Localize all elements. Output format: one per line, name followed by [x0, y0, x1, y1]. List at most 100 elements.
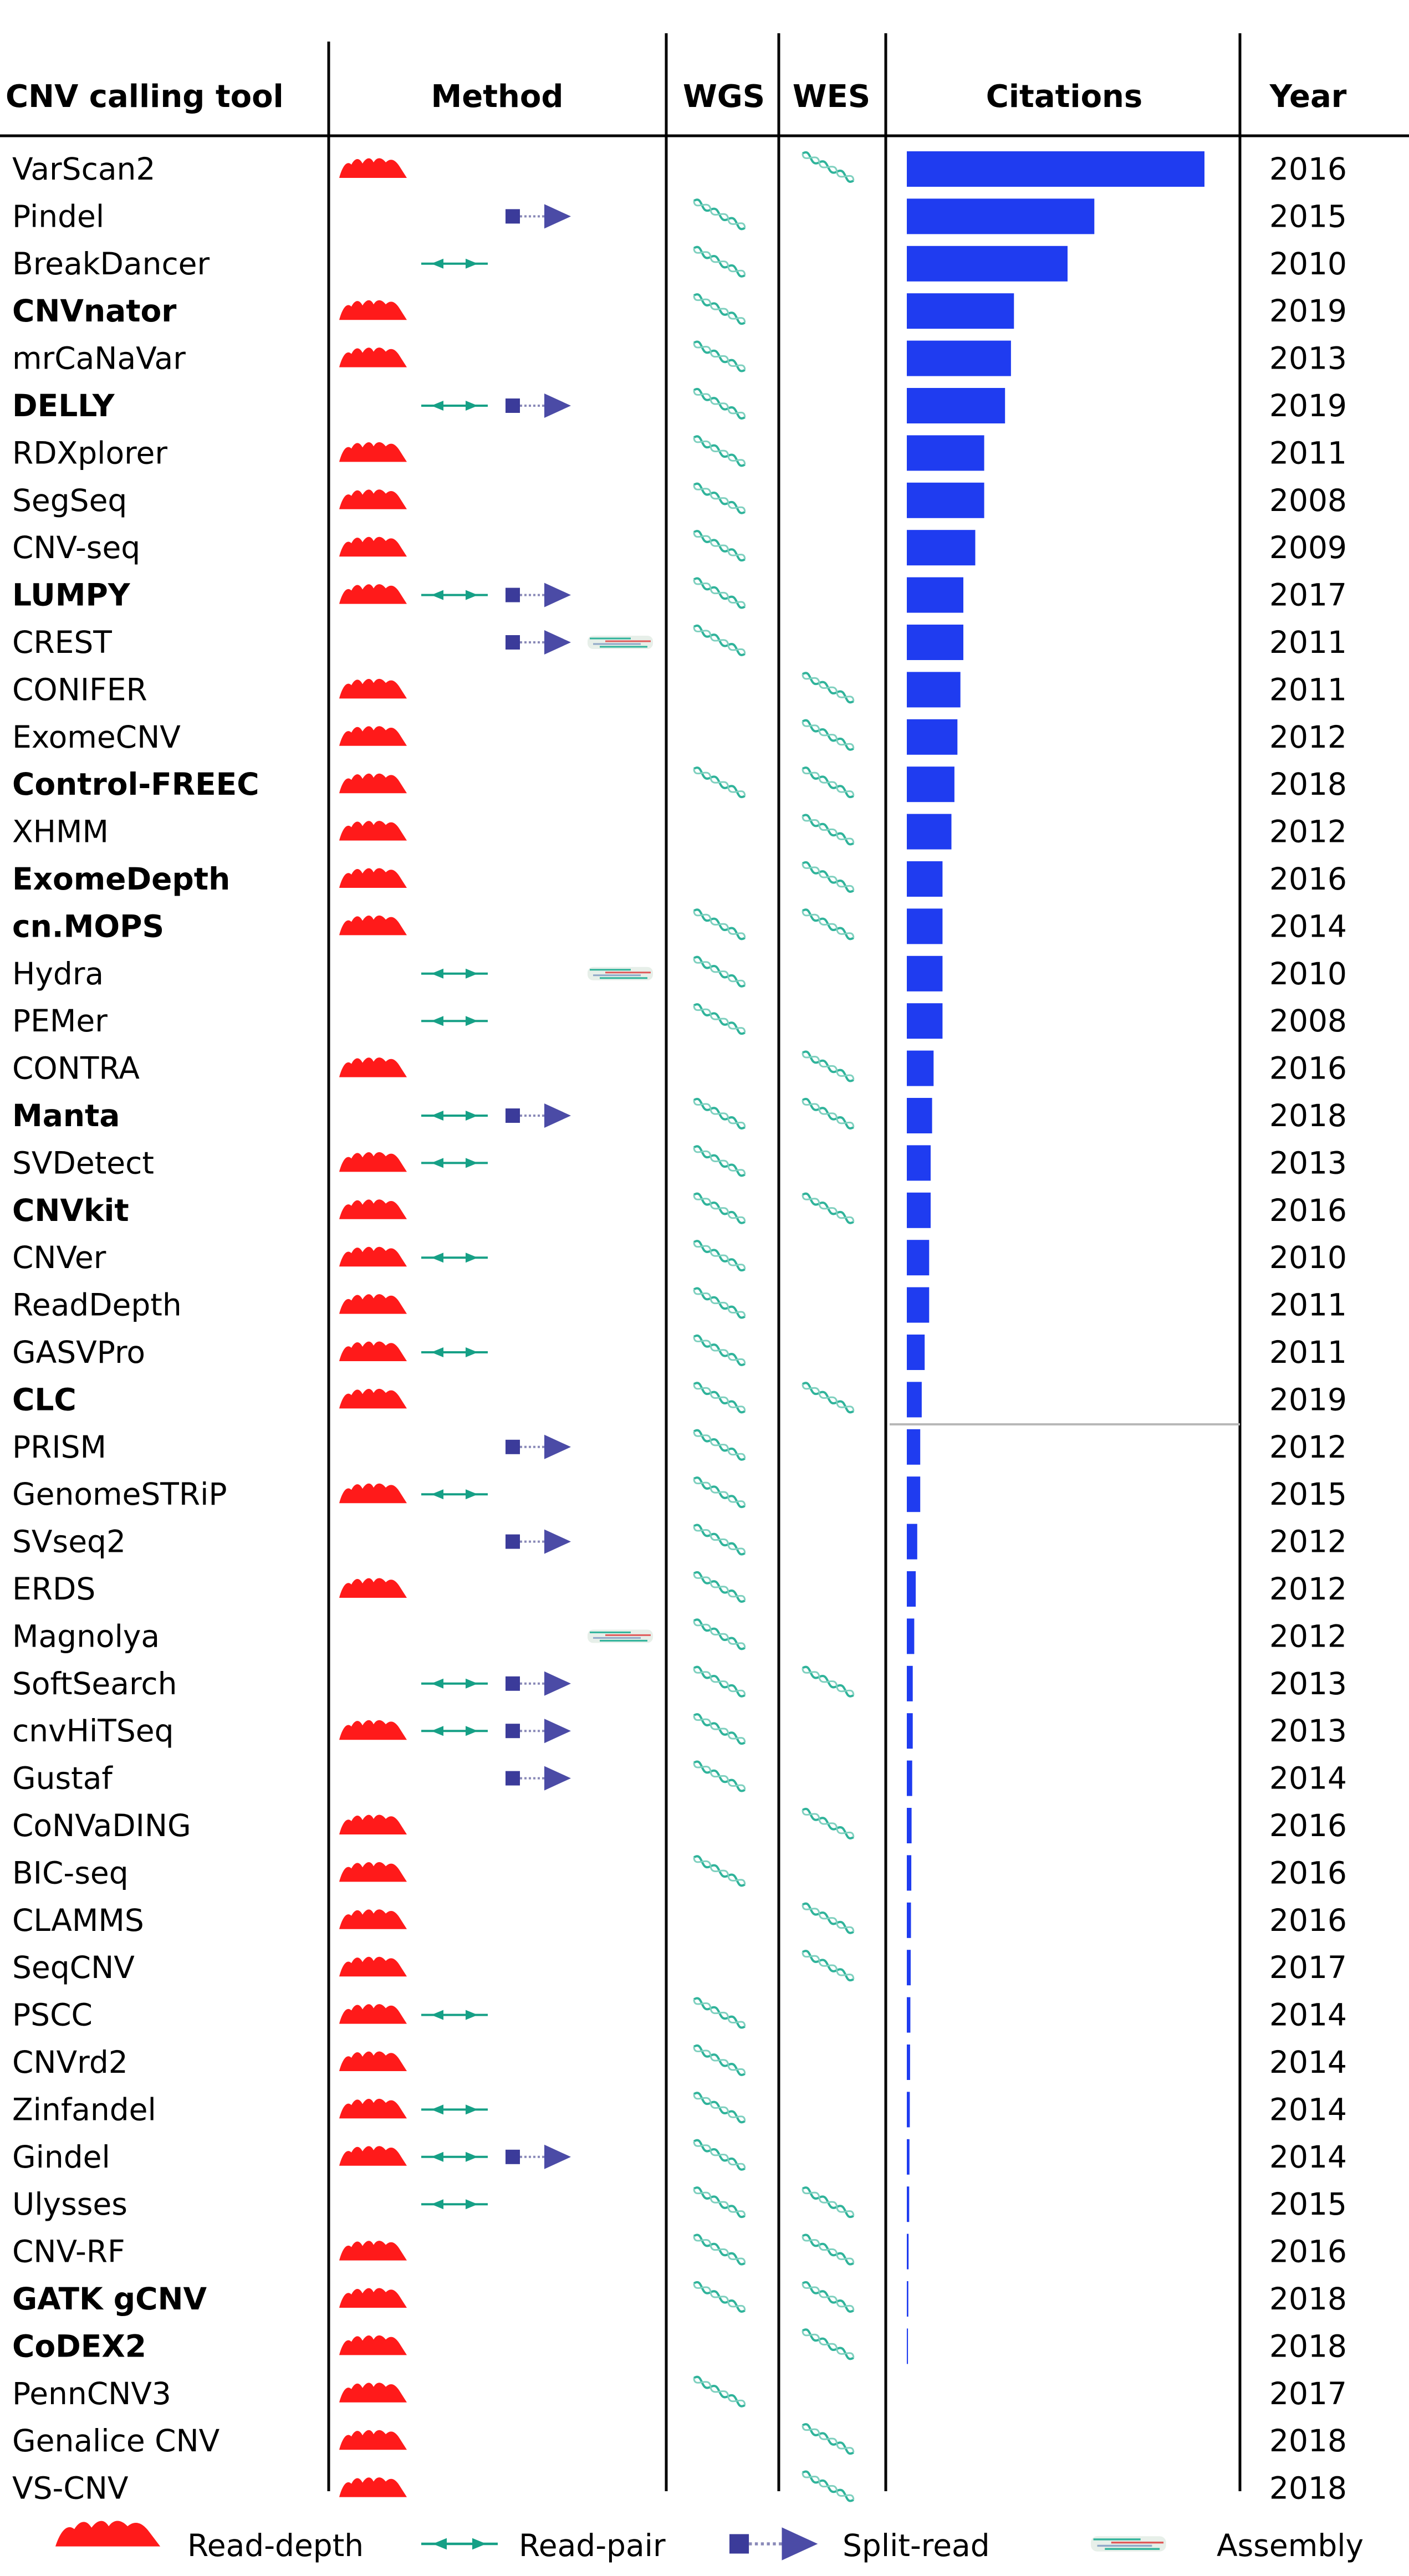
read-depth-icon: [339, 489, 407, 509]
read-pair-icon: [420, 257, 489, 270]
tool-year: 2011: [1269, 625, 1347, 660]
split-read-icon: [504, 1670, 572, 1697]
citation-bar: [907, 482, 984, 518]
wgs-dna-icon: [691, 1428, 748, 1463]
tool-year: 2014: [1269, 2045, 1347, 2080]
citation-bar: [907, 577, 963, 613]
read-depth-icon: [339, 158, 407, 178]
tool-row: GASVPro 2011: [12, 1333, 1347, 1370]
citation-bar: [907, 1618, 915, 1654]
citation-bar: [907, 1192, 931, 1228]
wes-dna-icon: [800, 2185, 856, 2220]
tool-row: ExomeCNV 2012: [12, 718, 1347, 755]
tool-name: CREST: [12, 625, 112, 660]
wgs-dna-icon: [691, 2374, 748, 2409]
wgs-dna-icon: [691, 2279, 748, 2314]
wgs-dna-icon: [691, 1286, 748, 1321]
read-depth-icon: [339, 1199, 407, 1219]
tool-name: mrCaNaVar: [12, 341, 186, 376]
tool-row: GATK gCNV 2018: [12, 2279, 1347, 2317]
wgs-dna-icon: [691, 2043, 748, 2078]
tool-year: 2014: [1269, 2139, 1347, 2175]
split-read-icon: [504, 1528, 572, 1555]
wes-dna-icon: [800, 907, 856, 942]
tool-row: Gustaf 2014: [12, 1759, 1347, 1796]
legend-read-pair-icon: [421, 2538, 498, 2550]
wgs-dna-icon: [691, 1096, 748, 1131]
tool-name: GenomeSTRiP: [12, 1476, 227, 1512]
wes-dna-icon: [800, 1191, 856, 1226]
wgs-dna-icon: [691, 954, 748, 989]
citation-bar: [907, 1240, 930, 1276]
wes-dna-icon: [800, 2279, 856, 2314]
legend: Read-depth Read-pair Split-read Assembly: [55, 2521, 1364, 2563]
wes-dna-icon: [800, 1380, 856, 1415]
wgs-dna-icon: [691, 1143, 748, 1178]
tool-row: PRISM 2012: [12, 1428, 1347, 1465]
read-pair-icon: [420, 1677, 489, 1690]
tool-year: 2011: [1269, 1335, 1347, 1370]
tool-year: 2013: [1269, 1666, 1347, 1701]
tool-year: 2014: [1269, 1761, 1347, 1796]
tool-name: CNVkit: [12, 1193, 129, 1228]
assembly-icon: [586, 966, 654, 982]
tool-row: CNVnator 2019: [12, 292, 1347, 329]
citation-bar: [907, 2045, 910, 2080]
wgs-dna-icon: [691, 1475, 748, 1510]
tool-year: 2015: [1269, 198, 1347, 234]
wgs-dna-icon: [691, 2138, 748, 2173]
tool-row: XHMM 2012: [12, 812, 1347, 850]
tool-row: Ulysses 2015: [12, 2185, 1347, 2222]
read-depth-icon: [339, 2335, 407, 2355]
split-read-icon: [504, 1102, 572, 1129]
tool-row: Magnolya 2012: [12, 1617, 1347, 1654]
split-read-icon: [504, 581, 572, 609]
citation-bar: [907, 1003, 943, 1039]
citation-bar: [907, 530, 976, 566]
citation-bar: [907, 1429, 921, 1465]
citation-bar: [907, 1335, 925, 1370]
read-depth-icon: [339, 2383, 407, 2403]
read-depth-icon: [339, 1152, 407, 1172]
citation-bar: [907, 1713, 913, 1749]
wes-dna-icon: [800, 1948, 856, 1983]
tool-name: ERDS: [12, 1571, 95, 1607]
legend-split-read-icon: [729, 2527, 818, 2560]
wes-dna-icon: [800, 670, 856, 705]
tool-year: 2016: [1269, 151, 1347, 187]
citation-bar: [907, 340, 1011, 376]
wgs-dna-icon: [691, 1664, 748, 1699]
tool-name: BreakDancer: [12, 246, 210, 282]
read-pair-icon: [420, 1015, 489, 1028]
tool-name: PennCNV3: [12, 2376, 171, 2411]
read-pair-icon: [420, 1346, 489, 1358]
read-pair-icon: [420, 2150, 489, 2163]
read-pair-icon: [420, 2008, 489, 2021]
tool-year: 2013: [1269, 1145, 1347, 1180]
tool-year: 2010: [1269, 246, 1347, 282]
legend-read-depth-label: Read-depth: [187, 2528, 364, 2563]
split-read-icon: [504, 629, 572, 656]
wgs-dna-icon: [691, 481, 748, 516]
tool-name: GASVPro: [12, 1335, 145, 1370]
tool-year: 2012: [1269, 814, 1347, 850]
read-depth-icon: [339, 2051, 407, 2071]
read-pair-icon: [420, 2198, 489, 2211]
tool-row: Hydra 2010: [12, 954, 1347, 991]
header-wes: WES: [793, 79, 870, 115]
read-depth-icon: [339, 2146, 407, 2166]
tool-year: 2015: [1269, 1476, 1347, 1512]
citation-bar: [907, 2092, 910, 2128]
citation-bar: [907, 861, 943, 897]
tool-name: Gustaf: [12, 1761, 113, 1796]
tool-row: PSCC 2014: [12, 1996, 1347, 2033]
tool-row: ReadDepth 2011: [12, 1286, 1347, 1323]
tool-name: Control-FREEC: [12, 766, 259, 802]
tool-name: cnvHiTSeq: [12, 1713, 174, 1749]
wes-dna-icon: [800, 1049, 856, 1084]
tool-name: GATK gCNV: [12, 2281, 207, 2317]
wgs-dna-icon: [691, 1238, 748, 1273]
read-depth-icon: [339, 347, 407, 367]
